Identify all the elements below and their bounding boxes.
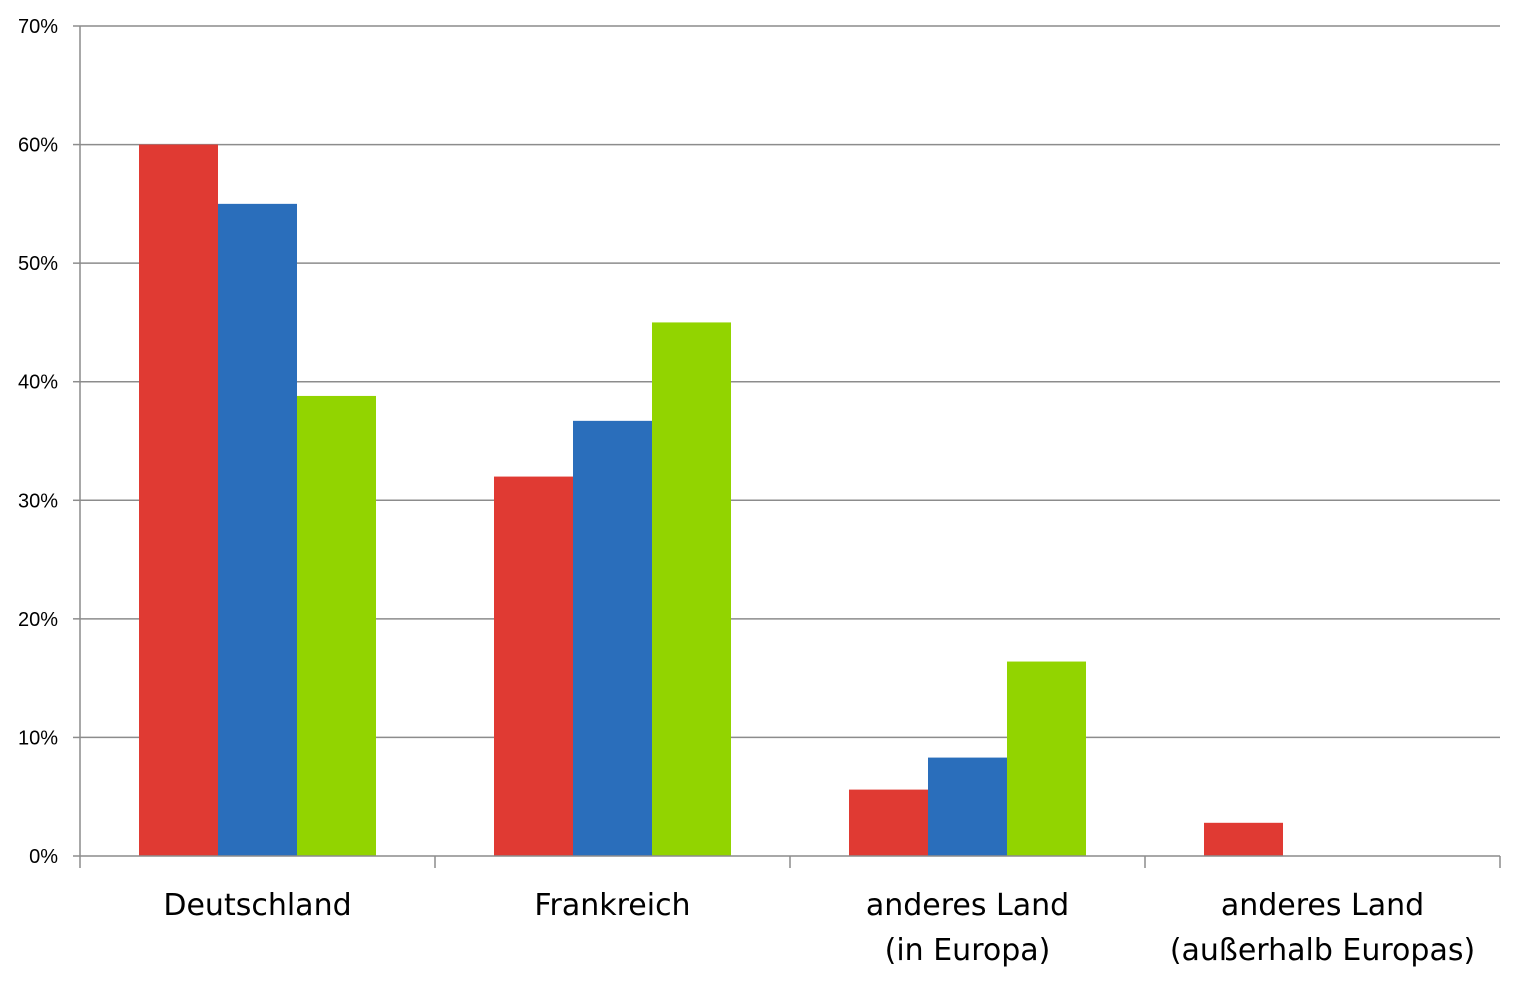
y-tick-label: 30% (18, 490, 58, 512)
x-category-label: (in Europa) (885, 933, 1051, 968)
bar (652, 322, 731, 856)
y-tick-label: 40% (18, 372, 58, 394)
bar (1204, 822, 1283, 856)
bar (849, 789, 928, 856)
bar (218, 203, 297, 856)
bar (297, 395, 376, 856)
x-category-label: anderes Land (866, 888, 1069, 923)
bar (494, 476, 573, 856)
bar (1007, 661, 1086, 856)
y-tick-label: 0% (29, 846, 58, 868)
bar (139, 144, 218, 857)
bar (928, 757, 1007, 856)
y-tick-label: 20% (18, 609, 58, 631)
x-category-label: (außerhalb Europas) (1170, 933, 1475, 968)
y-tick-label: 10% (18, 727, 58, 749)
y-tick-labels: 0% 10% 20% 30% 40% 50% 60% 70% (18, 16, 58, 868)
bar (573, 420, 652, 856)
x-category-label: Frankreich (534, 888, 690, 923)
x-category-label: Deutschland (163, 888, 351, 923)
y-tick-label: 50% (18, 253, 58, 275)
y-tick-label: 70% (18, 16, 58, 38)
bars (139, 144, 1283, 857)
x-category-label: anderes Land (1221, 888, 1424, 923)
x-category-labels: Deutschland Frankreich anderes Land (in Eur… (163, 888, 1475, 968)
y-tick-label: 60% (18, 135, 58, 157)
axes (73, 25, 1501, 868)
